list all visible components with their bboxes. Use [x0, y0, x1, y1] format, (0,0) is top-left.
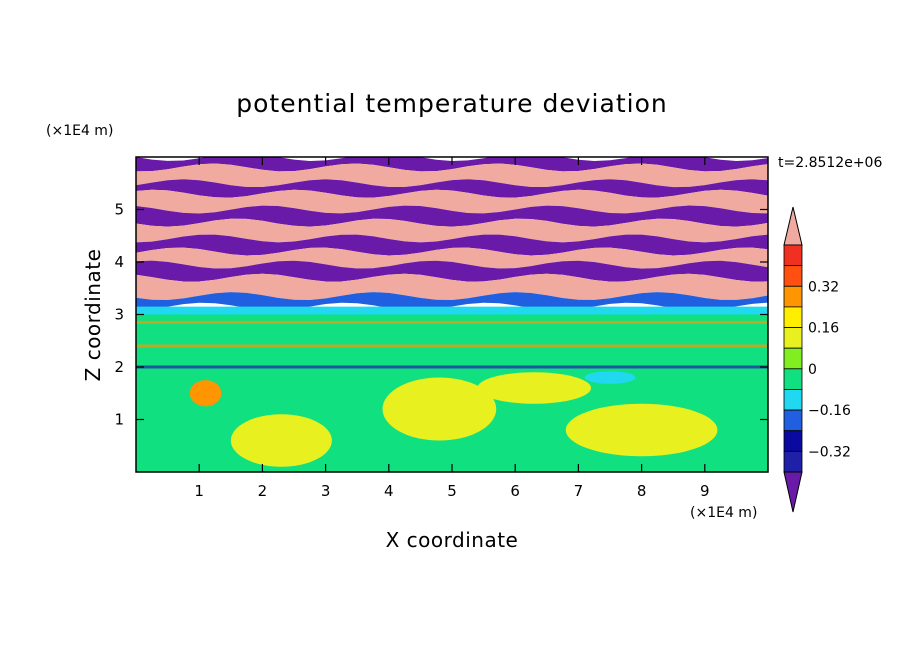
contour-band: [136, 234, 768, 256]
colorbar-box: [783, 368, 803, 390]
contour-band: [136, 205, 768, 227]
y-tick-label: 5: [114, 201, 124, 219]
colorbar-box: [783, 285, 803, 308]
colorbar-box: [783, 306, 803, 328]
colorbar-extend-top: [783, 206, 803, 246]
y-axis: 1 2 3 4 5: [114, 201, 768, 429]
contour-blob: [584, 371, 636, 384]
y-tick-label: 1: [114, 411, 124, 429]
contour-band: [136, 306, 768, 315]
y-tick-label: 4: [114, 253, 124, 271]
contour-band: [136, 260, 768, 282]
contour-streak: [136, 365, 768, 369]
contour-blob: [477, 372, 592, 404]
contour-band: [136, 179, 768, 198]
contour-blob: [189, 380, 222, 407]
contour-band: [136, 189, 768, 214]
x-tick-label: 7: [574, 482, 584, 500]
colorbar-tick-label: −0.16: [808, 403, 851, 419]
contour-band: [136, 292, 768, 311]
y-tick-label: 3: [114, 306, 124, 324]
contour-band: [136, 163, 768, 188]
colorbar-box: [783, 409, 803, 432]
colorbar-box: [783, 265, 803, 287]
x-tick-label: 5: [447, 482, 457, 500]
contour-band: [136, 218, 768, 243]
time-label: t=2.8512e+06: [778, 155, 882, 171]
plot-area: [136, 157, 768, 472]
colorbar-box: [783, 389, 803, 411]
colorbar-tick-label: 0: [808, 362, 817, 378]
colorbar-box: [783, 244, 803, 267]
colorbar-box: [783, 347, 803, 370]
y-tick-label: 2: [114, 358, 124, 376]
x-tick-label: 6: [510, 482, 520, 500]
x-tick-label: 9: [700, 482, 710, 500]
contour-streak: [136, 320, 768, 324]
colorbar-extend-bottom: [783, 471, 803, 513]
x-axis: 1 2 3 4 5 6 7 8 9: [194, 157, 710, 500]
x-axis-label: X coordinate: [386, 528, 519, 552]
contour-band: [136, 273, 768, 300]
y-axis-label: Z coordinate: [81, 249, 105, 382]
contour-streak: [136, 344, 768, 348]
contour-blob: [565, 403, 718, 457]
colorbar-box: [783, 430, 803, 452]
y-unit-label: (×1E4 m): [46, 123, 113, 139]
contour-blob: [382, 377, 497, 441]
x-tick-label: 2: [258, 482, 268, 500]
x-tick-label: 4: [384, 482, 394, 500]
colorbar: 0.32 0.16 0 −0.16 −0.32: [783, 206, 851, 513]
x-tick-label: 3: [321, 482, 331, 500]
colorbar-tick-label: −0.32: [808, 444, 851, 460]
colorbar-tick-label: 0.16: [808, 321, 839, 337]
contour-blob: [230, 414, 332, 467]
x-tick-label: 8: [637, 482, 647, 500]
chart-title: potential temperature deviation: [236, 89, 667, 118]
colorbar-box: [783, 450, 803, 473]
contour-band: [136, 247, 768, 269]
colorbar-box: [783, 327, 803, 349]
x-unit-label: (×1E4 m): [690, 505, 757, 521]
colorbar-tick-label: 0.32: [808, 279, 839, 295]
x-tick-label: 1: [194, 482, 204, 500]
